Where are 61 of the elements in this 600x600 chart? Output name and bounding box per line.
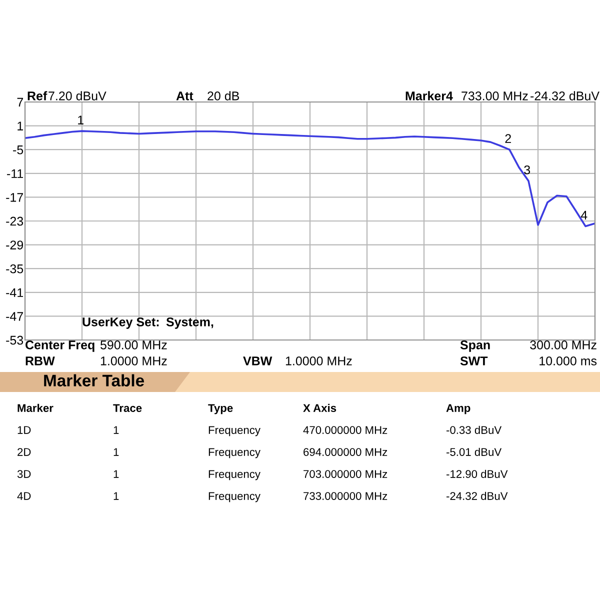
y-tick-label: -5 (13, 146, 24, 154)
text: 733.000000 MHz (304, 492, 388, 500)
text: Frequency (208, 448, 260, 458)
text: Att (176, 92, 194, 100)
text: Type (208, 404, 233, 414)
text: 1 (114, 492, 119, 500)
text: 703.000000 MHz (304, 470, 388, 478)
text: 470.000000 MHz (303, 426, 388, 434)
text: Center Freq (26, 340, 94, 352)
text: -24.32 dBuV (446, 492, 508, 500)
text: 590.00 MHz (100, 340, 167, 350)
text: 7.20 dBuV (48, 91, 106, 100)
line-series (25, 130, 595, 228)
text: 1.0000 MHz (100, 356, 167, 366)
y-tick-label: -41 (6, 288, 24, 297)
text: 4D (17, 492, 31, 500)
y-tick-label: -29 (6, 240, 24, 250)
y-tick-label: -35 (6, 264, 24, 274)
y-tick-label: -47 (6, 312, 23, 321)
text: -24.32 dBuV (530, 91, 600, 100)
text: 733.00 MHz (462, 92, 528, 100)
text: Frequency (208, 492, 260, 502)
y-tick-label: 1 (18, 122, 23, 130)
text: Frequency (208, 426, 260, 436)
text: Ref (28, 91, 48, 100)
text: Marker (18, 404, 54, 412)
y-tick-label: -23 (6, 216, 24, 226)
text: -0.33 dBuV (446, 426, 502, 434)
text: Span (460, 340, 490, 352)
annotation: System, (166, 318, 214, 329)
annotation: 2 (505, 134, 511, 143)
y-tick-label: -11 (7, 169, 24, 178)
y-tick-label: 7 (17, 98, 23, 107)
y-tick-label: -17 (6, 193, 23, 202)
text: Trace (113, 404, 142, 412)
text: 1 (114, 470, 119, 478)
text: Marker4 (406, 91, 453, 100)
text: Frequency (208, 470, 260, 480)
annotation: 1 (78, 116, 84, 124)
text: 1.0000 MHz (286, 356, 352, 366)
annotation: 4 (580, 210, 588, 220)
text: SWT (460, 356, 488, 366)
text: VBW (243, 356, 272, 366)
text: 1D (18, 426, 31, 434)
y-tick-label: -53 (6, 336, 24, 345)
text: 10.000 ms (540, 356, 597, 366)
text: RBW (26, 356, 55, 366)
text: X Axis (303, 404, 336, 412)
text: Marker Table (44, 374, 144, 386)
text: -12.90 dBuV (446, 470, 508, 478)
text: 20 dB (208, 91, 240, 100)
text: -5.01 dBuV (446, 448, 502, 456)
text: 2D (18, 448, 31, 456)
text: 1 (114, 448, 119, 456)
text: 694.000000 MHz (304, 448, 388, 456)
annotation: UserKey Set: (82, 318, 159, 329)
annotation: 3 (524, 165, 530, 174)
text: 3D (17, 470, 31, 478)
text: Amp (446, 404, 470, 414)
text: 300.00 MHz (530, 340, 596, 350)
text: 1 (114, 426, 119, 434)
